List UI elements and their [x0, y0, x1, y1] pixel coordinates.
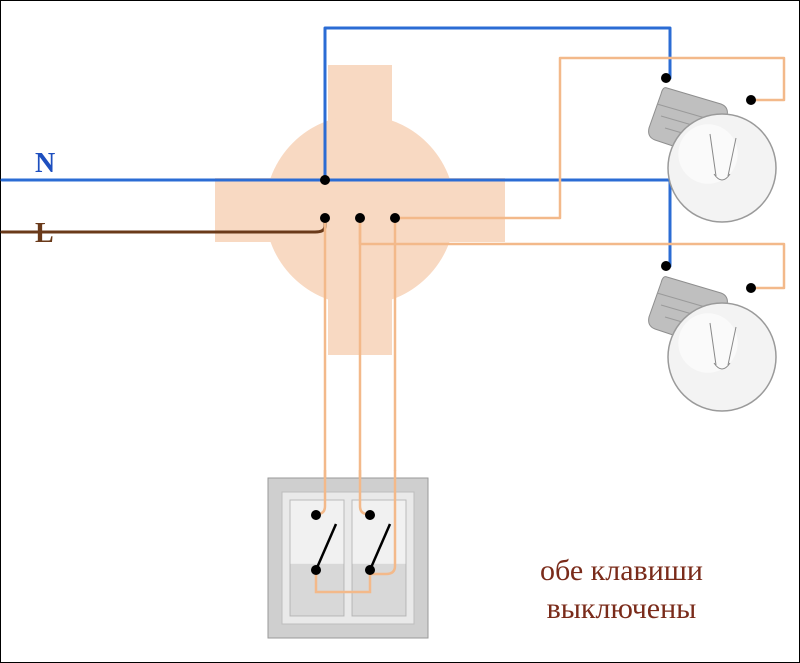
neutral-label: N [35, 148, 55, 180]
bulb-1 [649, 88, 776, 222]
light-bulbs [649, 88, 776, 411]
double-switch [268, 470, 428, 638]
caption-line2: выключены [547, 592, 697, 625]
caption-line1: обе клавиши [540, 554, 703, 587]
diagram-stage: N L обе клавиши выключены [0, 0, 800, 663]
live-label: L [35, 218, 54, 250]
bulb-2 [649, 277, 776, 411]
caption: обе клавиши выключены [540, 552, 703, 627]
